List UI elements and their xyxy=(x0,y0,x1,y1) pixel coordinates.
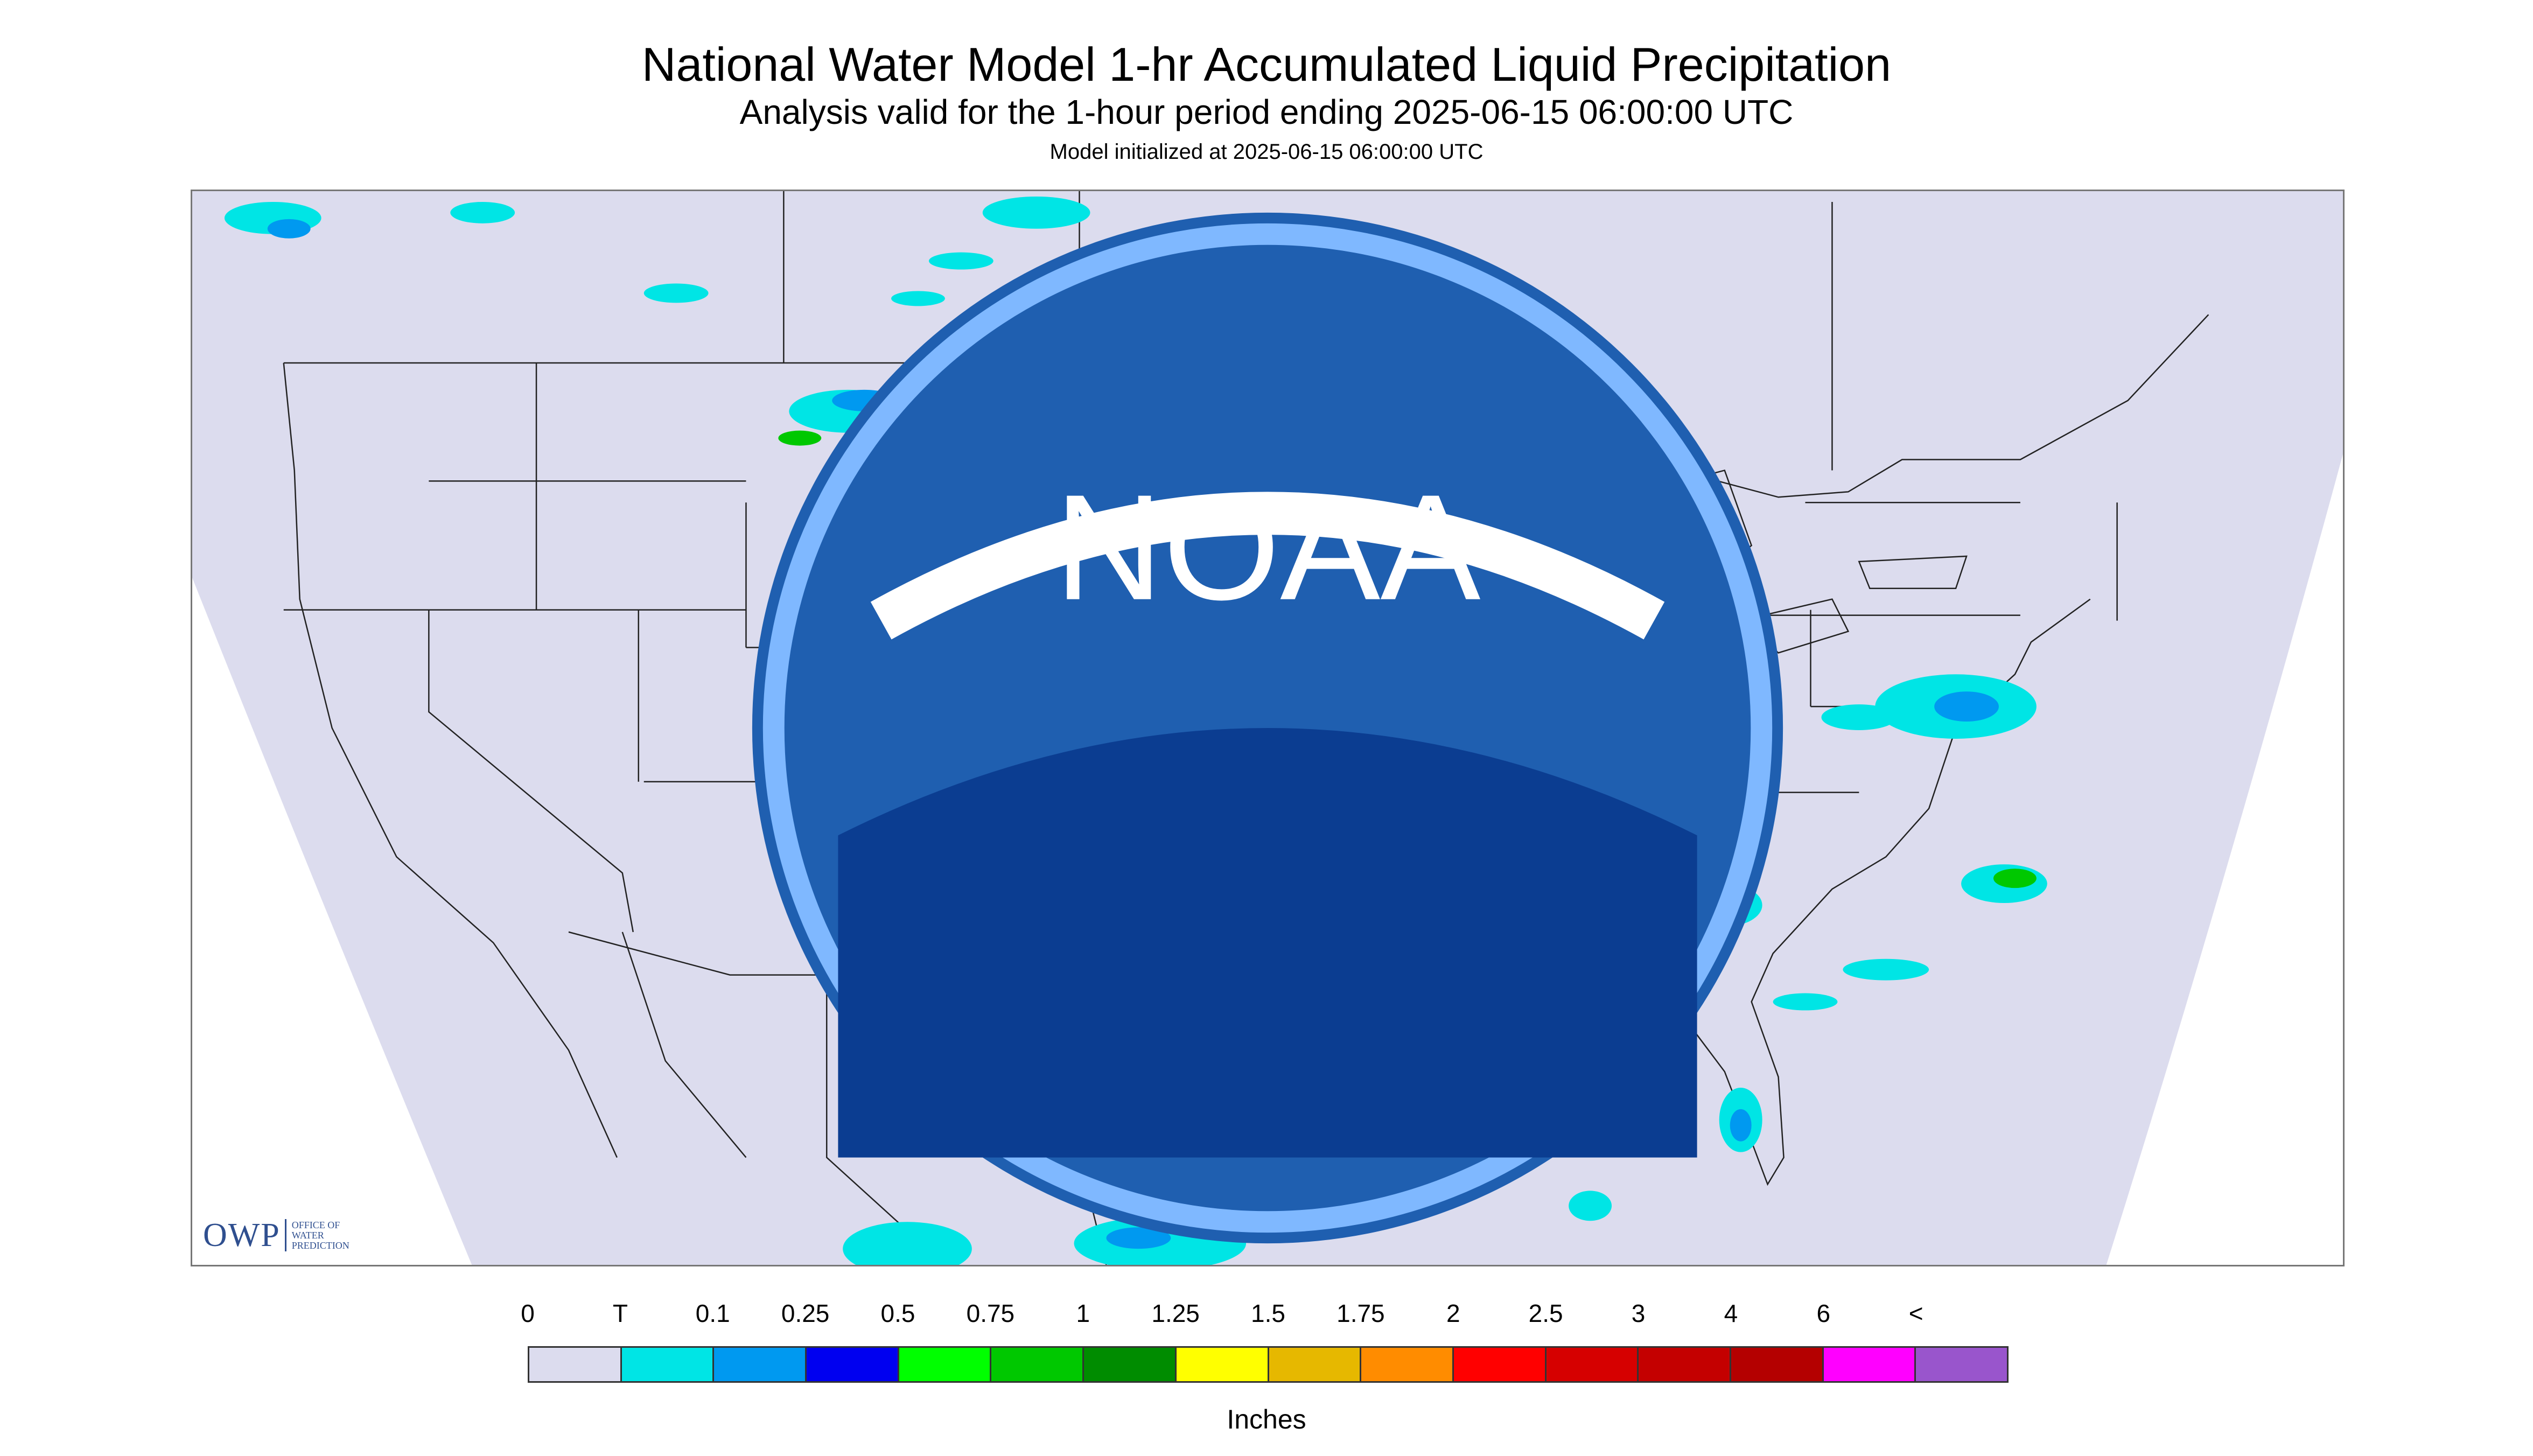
noaa-logo: NOAA xyxy=(752,212,1783,1244)
legend-swatch-9 xyxy=(1361,1348,1454,1381)
legend-label-12: 3 xyxy=(1631,1299,1646,1327)
legend-swatch-4 xyxy=(899,1348,992,1381)
legend-swatch-13 xyxy=(1731,1348,1824,1381)
precipitation-legend: 0 T 0.1 0.25 0.5 0.75 1 1.25 1.5 1.75 2 2.5 3 4 6 < xyxy=(521,1292,2009,1383)
owp-logo-mark: OWP xyxy=(203,1216,281,1254)
legend-swatch-8 xyxy=(1269,1348,1362,1381)
owp-logo: OWP OFFICE OF WATER PREDICTION xyxy=(203,1211,349,1259)
legend-labels: 0 T 0.1 0.25 0.5 0.75 1 1.25 1.5 1.75 2 2.5 3 4 6 < xyxy=(521,1292,2009,1330)
map-title: National Water Model 1-hr Accumulated Li… xyxy=(641,38,1892,91)
legend-label-15: < xyxy=(1908,1299,1923,1327)
legend-swatch-1 xyxy=(621,1348,715,1381)
owp-logo-text: OFFICE OF WATER PREDICTION xyxy=(291,1219,349,1251)
noaa-logo-text: NOAA xyxy=(1054,464,1481,632)
legend-label-9: 1.75 xyxy=(1337,1299,1385,1327)
legend-label-7: 1.25 xyxy=(1151,1299,1200,1327)
owp-logo-divider xyxy=(284,1219,286,1251)
legend-units: Inches xyxy=(1227,1404,1306,1434)
legend-swatch-2 xyxy=(714,1348,807,1381)
legend-swatch-6 xyxy=(1084,1348,1177,1381)
legend-label-5: 0.75 xyxy=(966,1299,1015,1327)
legend-swatch-10 xyxy=(1453,1348,1547,1381)
legend-color-bar xyxy=(528,1346,2009,1383)
legend-label-1: T xyxy=(612,1299,628,1327)
map-subtitle: Analysis valid for the 1-hour period end… xyxy=(739,93,1794,131)
precipitation-map: OWP OFFICE OF WATER PREDICTION NOAA xyxy=(191,190,2345,1266)
legend-label-10: 2 xyxy=(1446,1299,1460,1327)
legend-label-0: 0 xyxy=(521,1299,535,1327)
legend-swatch-5 xyxy=(991,1348,1084,1381)
legend-label-3: 0.25 xyxy=(781,1299,830,1327)
legend-label-13: 4 xyxy=(1724,1299,1738,1327)
model-init-line: Model initialized at 2025-06-15 06:00:00… xyxy=(1049,140,1484,164)
legend-swatch-3 xyxy=(807,1348,899,1381)
legend-label-11: 2.5 xyxy=(1528,1299,1563,1327)
legend-label-14: 6 xyxy=(1816,1299,1831,1327)
legend-label-6: 1 xyxy=(1076,1299,1090,1327)
legend-swatch-11 xyxy=(1546,1348,1639,1381)
legend-swatch-12 xyxy=(1639,1348,1731,1381)
legend-swatch-15 xyxy=(1916,1348,2007,1381)
legend-label-2: 0.1 xyxy=(695,1299,730,1327)
legend-swatch-14 xyxy=(1823,1348,1916,1381)
legend-label-8: 1.5 xyxy=(1251,1299,1285,1327)
legend-swatch-0 xyxy=(529,1348,622,1381)
legend-label-4: 0.5 xyxy=(880,1299,915,1327)
legend-swatch-7 xyxy=(1176,1348,1269,1381)
